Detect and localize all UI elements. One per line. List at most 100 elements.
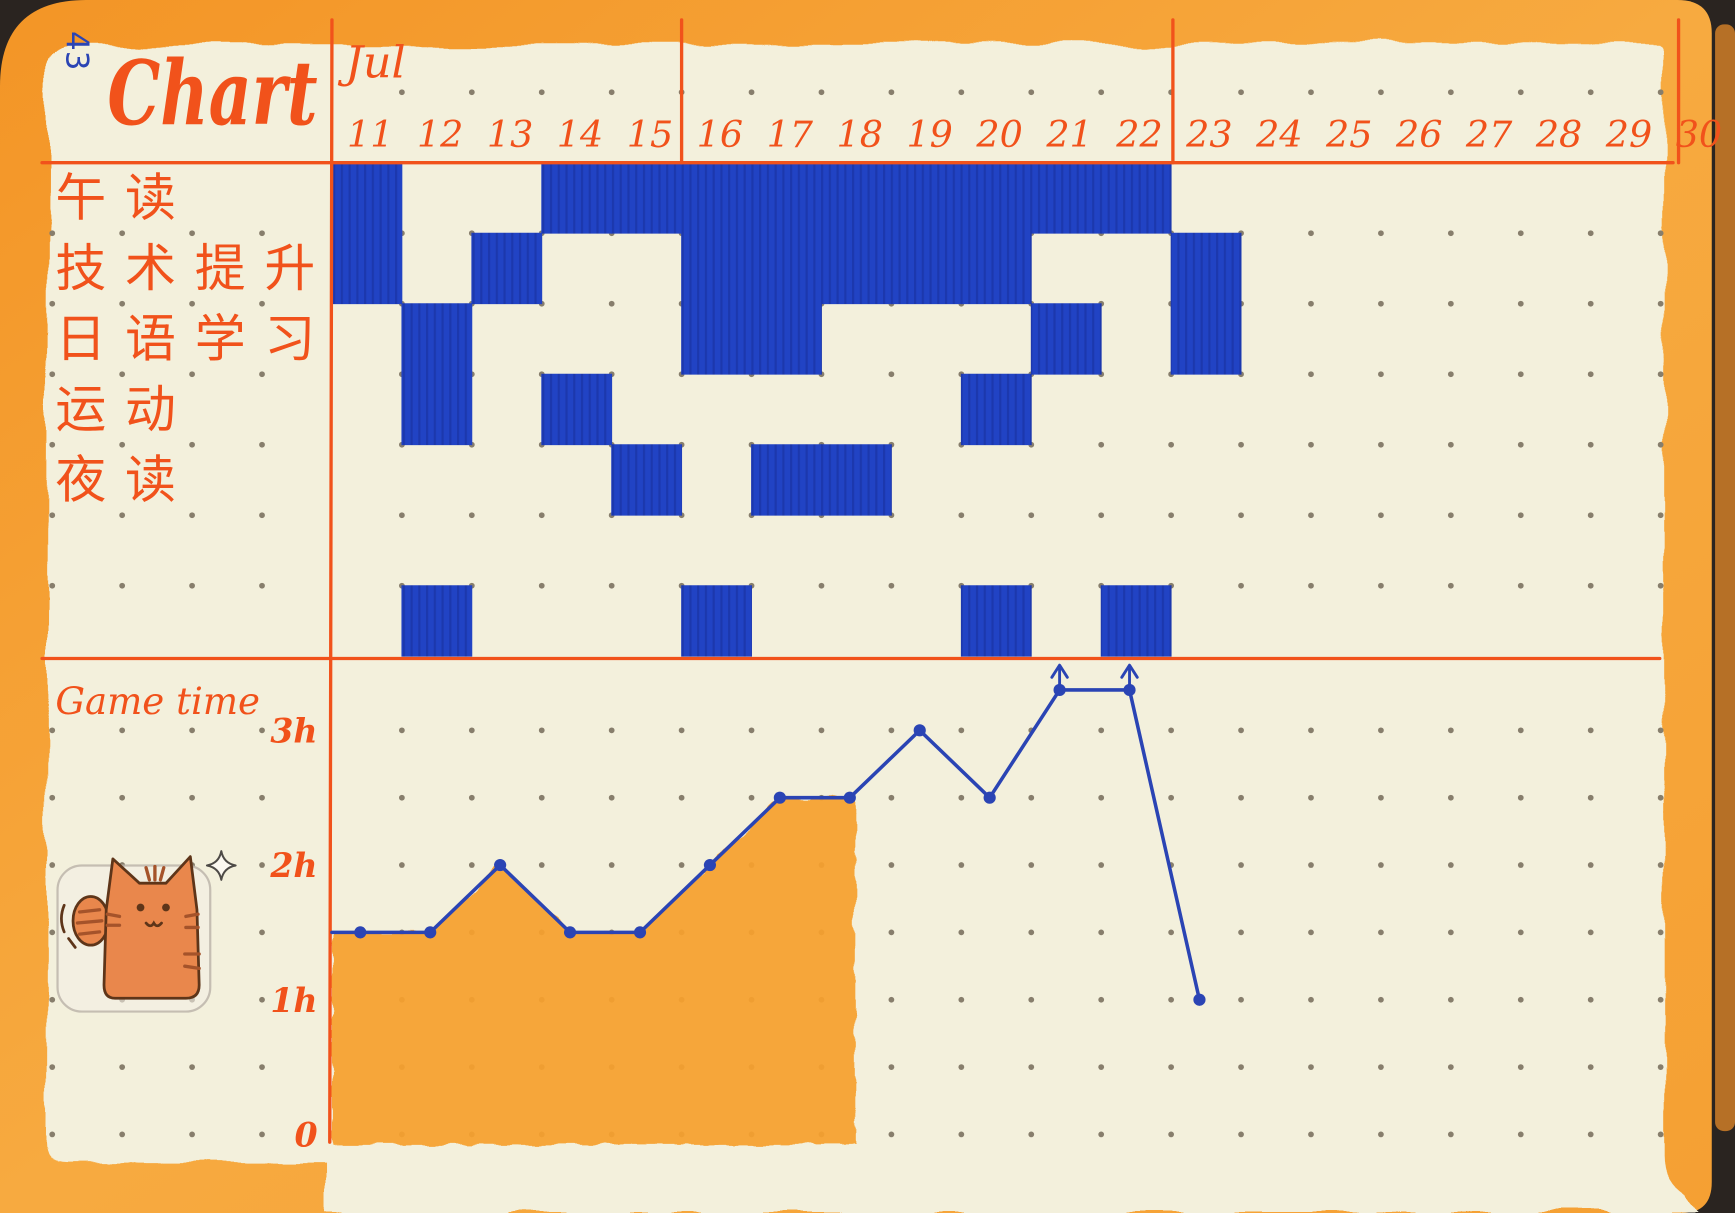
tracker-cell	[541, 373, 613, 446]
grid-dot	[259, 230, 265, 237]
tracker-cell	[681, 303, 752, 375]
grid-dot	[1028, 512, 1035, 519]
grid-dot	[399, 89, 405, 96]
day-label: 13	[487, 113, 533, 156]
grid-dot	[259, 929, 265, 936]
game-time-point	[494, 858, 507, 872]
grid-dot	[1238, 441, 1244, 448]
cat-eye	[162, 903, 170, 912]
y-tick-label: 2h	[269, 846, 317, 885]
motion-lines	[60, 903, 77, 949]
game-time-label: Game time	[55, 679, 260, 723]
day-label: 20	[975, 113, 1022, 156]
tracker-cell	[541, 162, 613, 234]
grid-dot	[608, 582, 615, 589]
grid-dot	[49, 862, 56, 868]
grid-dot	[888, 929, 895, 936]
y-tick-label: 3h	[270, 712, 317, 751]
grid-dot	[1168, 441, 1175, 448]
grid-dot	[1447, 371, 1454, 378]
game-time-point	[354, 926, 367, 939]
grid-dot	[1447, 441, 1454, 448]
grid-dot	[1238, 582, 1244, 589]
tracker-cell	[960, 232, 1032, 305]
tracker-cell	[751, 444, 822, 516]
grid-dot	[119, 512, 126, 519]
grid-dot	[259, 794, 265, 801]
grid-dot	[538, 794, 545, 801]
day-label: 17	[767, 113, 814, 156]
tracker-cell	[960, 373, 1032, 446]
grid-dot	[1028, 89, 1035, 96]
grid-dot	[958, 89, 965, 96]
tracker-cell	[821, 162, 892, 234]
tracker-cell	[401, 373, 473, 446]
tracker-cell	[611, 162, 683, 234]
grid-dot	[119, 230, 126, 237]
tracker-cell	[960, 585, 1032, 657]
grid-dot	[1657, 300, 1664, 307]
grid-dot	[1378, 512, 1384, 519]
y-tick-label: 0	[294, 1116, 317, 1155]
grid-dot	[538, 89, 545, 96]
grid-dot	[1378, 230, 1384, 237]
grid-dot	[1168, 929, 1175, 936]
grid-dot	[678, 794, 685, 801]
grid-dot	[1517, 512, 1524, 519]
grid-dot	[1657, 441, 1664, 448]
grid-dot	[119, 794, 126, 801]
grid-dot	[1098, 1131, 1105, 1138]
tracker-cell	[331, 232, 403, 305]
grid-dot	[888, 89, 895, 96]
grid-dot	[1378, 1131, 1384, 1138]
tracker-cell	[751, 162, 822, 234]
grid-dot	[49, 300, 56, 307]
grid-dot	[1098, 996, 1105, 1003]
day-label: 15	[627, 113, 673, 156]
grid-dot	[888, 371, 895, 378]
grid-dot	[259, 996, 265, 1003]
grid-dot	[1587, 300, 1594, 307]
page-number: 43	[58, 31, 94, 70]
grid-dot	[748, 727, 755, 734]
day-label: 25	[1325, 113, 1372, 156]
grid-dot	[49, 582, 56, 589]
game-time-point	[1123, 683, 1136, 697]
game-time-series-line	[330, 688, 1202, 1002]
grid-dot	[1378, 727, 1384, 734]
y-tick-label: 1h	[270, 981, 317, 1020]
grid-dot	[888, 862, 895, 868]
grid-dot	[958, 929, 965, 936]
grid-dot	[888, 1131, 895, 1138]
grid-dot	[1308, 1064, 1314, 1070]
day-label: 23	[1185, 113, 1232, 156]
grid-dot	[259, 300, 265, 307]
grid-dot	[189, 794, 195, 801]
grid-dot	[608, 89, 615, 96]
habit-row-label: 技术提升	[55, 240, 334, 299]
habit-row-label: 夜读	[55, 452, 194, 511]
day-label: 26	[1395, 113, 1442, 156]
tracker-cell	[331, 162, 403, 234]
game-time-area	[331, 797, 856, 1145]
grid-dot	[119, 1064, 126, 1070]
grid-dot	[119, 1131, 126, 1138]
grid-dot	[399, 727, 405, 734]
grid-dot	[1447, 929, 1454, 936]
grid-dot	[468, 727, 475, 734]
grid-dot	[1168, 512, 1175, 519]
grid-dot	[958, 727, 965, 734]
grid-dot	[1517, 862, 1524, 868]
grid-dot	[49, 441, 56, 448]
grid-dot	[1657, 996, 1664, 1003]
grid-dot	[189, 371, 195, 378]
grid-dot	[1308, 582, 1314, 589]
grid-dot	[189, 512, 195, 519]
grid-dot	[1447, 862, 1454, 868]
tracker-cell	[611, 444, 683, 516]
game-time-point	[563, 926, 577, 939]
tracker-cell	[681, 232, 752, 305]
grid-dot	[1308, 862, 1314, 868]
grid-dot	[1098, 441, 1105, 448]
